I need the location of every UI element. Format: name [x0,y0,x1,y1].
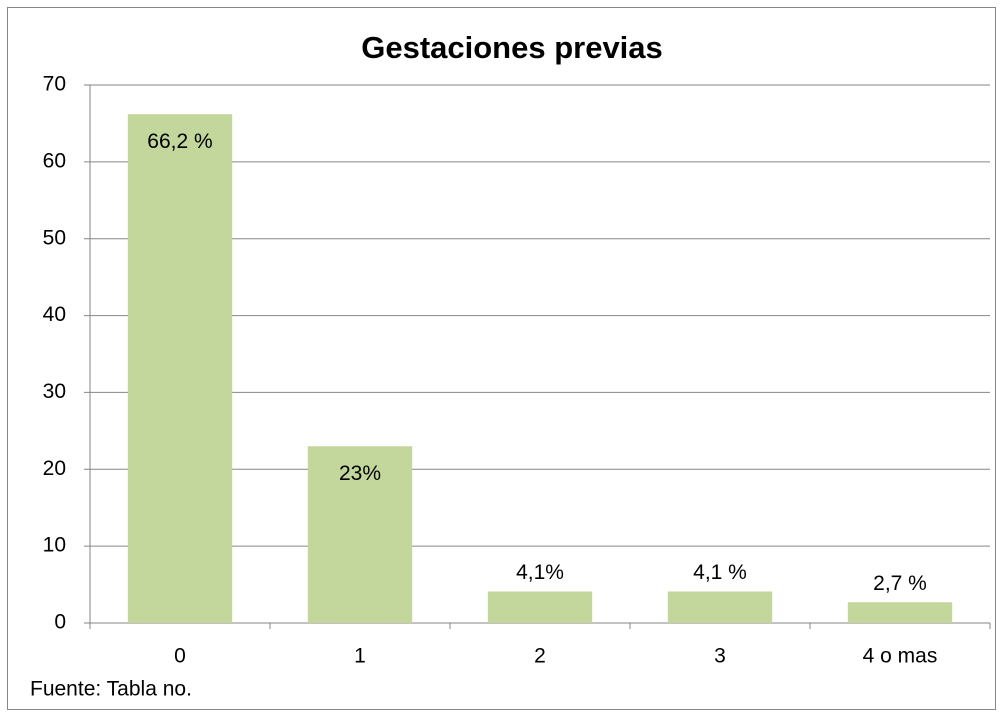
bar [847,602,953,623]
y-tick-label: 30 [43,380,66,403]
chart-title: Gestaciones previas [361,30,663,65]
x-tick-label: 1 [354,645,366,668]
y-tick-label: 60 [43,149,66,172]
y-tick-label: 20 [43,457,66,480]
data-label: 23% [339,462,381,485]
x-tick-label: 2 [534,645,546,668]
y-tick-label: 0 [54,611,66,634]
data-label: 66,2 % [147,130,212,153]
data-label: 2,7 % [873,572,927,595]
x-tick-label: 4 o mas [863,645,938,668]
y-tick-label: 50 [43,226,66,249]
bar [487,591,593,623]
bar [307,446,413,623]
y-tick-label: 40 [43,303,66,326]
bar [127,114,233,623]
data-label: 4,1 % [693,561,747,584]
y-tick-label: 70 [43,73,66,96]
y-tick-label: 10 [43,534,66,557]
bar [667,591,773,623]
x-tick-label: 3 [714,645,726,668]
source-note: Fuente: Tabla no. [30,678,192,701]
x-tick-label: 0 [174,645,186,668]
data-label: 4,1% [516,561,564,584]
